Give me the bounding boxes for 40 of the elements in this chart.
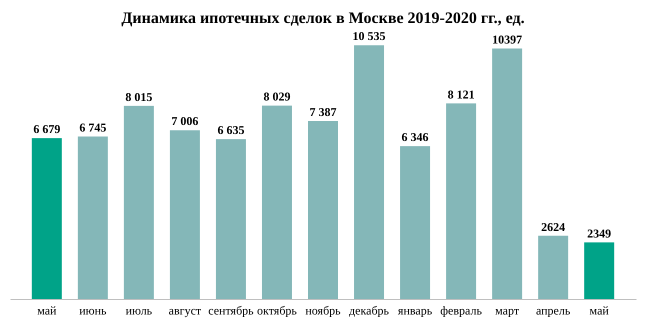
data-label: 10397: [492, 32, 522, 47]
x-tick-label: июнь: [79, 304, 108, 318]
data-label: 6 346: [402, 130, 429, 144]
bar: [78, 136, 108, 299]
chart-title: Динамика ипотечных сделок в Москве 2019-2020 гг., ед.: [121, 10, 525, 28]
bar: [308, 121, 338, 299]
bar: [216, 139, 246, 299]
data-label: 6 745: [79, 120, 106, 135]
bar: [446, 103, 476, 299]
data-label: 2624: [541, 220, 566, 234]
x-tick-label: ноябрь: [305, 304, 342, 318]
x-tick-label: август: [168, 304, 202, 318]
x-tick-label: апрель: [536, 304, 571, 318]
bar: [538, 236, 568, 299]
x-tick-label: май: [590, 304, 610, 318]
bar: [354, 45, 384, 299]
bar: [32, 138, 62, 299]
data-label: 7 387: [310, 105, 336, 120]
data-label: 7 006: [171, 114, 198, 128]
bar: [170, 130, 200, 299]
x-tick-label: май: [37, 304, 58, 318]
bar: [584, 242, 614, 299]
x-tick-label: март: [495, 304, 520, 318]
x-tick-label: июль: [126, 304, 153, 318]
bar: [400, 146, 430, 299]
bar: [262, 106, 292, 299]
x-tick-label: сентябрь: [208, 304, 254, 318]
data-label: 8 029: [263, 90, 290, 104]
bar: [492, 48, 522, 299]
x-tick-label: февраль: [440, 304, 482, 318]
data-label: 8 015: [125, 90, 152, 104]
x-tick-label: декабрь: [349, 304, 390, 318]
data-label: 10 535: [352, 29, 386, 44]
data-label: 6 679: [33, 122, 60, 136]
x-tick-label: январь: [398, 304, 433, 318]
data-label: 6 635: [217, 123, 244, 138]
data-label: 8 121: [448, 87, 475, 102]
data-label: 2349: [587, 226, 612, 240]
x-tick-label: октябрь: [257, 304, 298, 318]
bar: [124, 106, 154, 299]
